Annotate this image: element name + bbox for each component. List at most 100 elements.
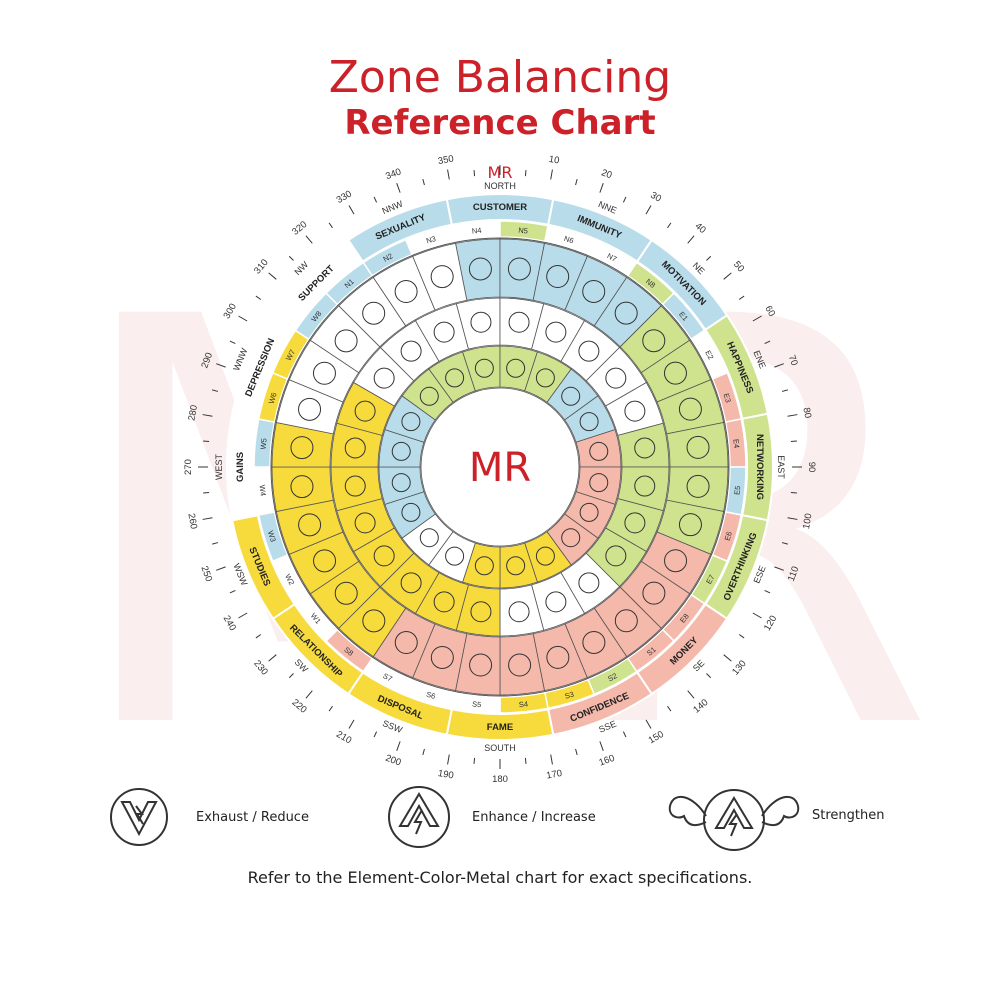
zone-icon xyxy=(678,397,702,421)
zone-icon xyxy=(508,653,532,677)
degree-tick xyxy=(599,183,604,193)
degree-tick xyxy=(787,414,798,417)
zone-icon xyxy=(642,581,666,605)
degree-tick xyxy=(216,566,226,571)
pada-label: E1 xyxy=(677,310,690,323)
zone-icon xyxy=(474,556,494,576)
degree-label: 90 xyxy=(806,462,817,473)
legend-enhance-label: Enhance / Increase xyxy=(472,810,596,825)
zone-icon xyxy=(391,473,411,493)
degree-tick xyxy=(238,612,248,619)
degree-tick xyxy=(255,634,262,639)
degree-tick xyxy=(328,222,333,229)
degree-tick xyxy=(396,741,401,751)
zone-icon xyxy=(589,441,609,461)
pada-label: S8 xyxy=(342,645,355,658)
zone-icon xyxy=(373,545,395,567)
degree-tick xyxy=(790,491,797,494)
pada-label: S2 xyxy=(606,671,618,683)
degree-tick xyxy=(373,196,378,203)
zone-icon xyxy=(400,340,422,362)
pada-label: N5 xyxy=(518,226,528,236)
pada-label: S1 xyxy=(645,645,658,658)
degree-tick xyxy=(622,196,627,203)
degree-tick xyxy=(212,389,219,392)
degree-tick xyxy=(781,542,788,545)
zone-icon xyxy=(605,545,627,567)
degree-tick xyxy=(723,272,732,280)
center-logo: MR xyxy=(469,445,531,491)
degree-tick xyxy=(738,295,745,300)
zone-icon xyxy=(507,257,531,281)
degree-tick xyxy=(752,315,762,322)
exhaust-icon xyxy=(108,786,170,848)
degree-tick xyxy=(781,389,788,392)
zone-icon xyxy=(664,549,688,573)
zone-icon xyxy=(400,572,422,594)
degree-tick xyxy=(203,491,210,494)
degree-label: 10 xyxy=(548,154,560,167)
degree-tick xyxy=(447,169,450,180)
degree-tick xyxy=(373,731,378,738)
pada-label: E2 xyxy=(703,349,715,361)
direction-label: NORTH xyxy=(484,181,516,191)
degree-tick xyxy=(738,634,745,639)
zone-icon xyxy=(401,502,421,522)
zone-icon xyxy=(419,386,439,406)
zone-icon xyxy=(605,367,627,389)
zone-icon xyxy=(354,512,376,534)
zone-icon xyxy=(508,601,530,623)
degree-label: 270 xyxy=(183,459,194,475)
zone-label: CUSTOMER xyxy=(473,202,527,213)
pada-label: N2 xyxy=(382,251,395,263)
degree-label: 30 xyxy=(648,190,663,205)
degree-tick xyxy=(202,414,213,417)
degree-tick xyxy=(575,179,578,186)
middle-ring-cell xyxy=(414,303,469,362)
zone-icon xyxy=(589,473,609,493)
zone-icon xyxy=(546,265,570,289)
degree-tick xyxy=(238,315,248,322)
degree-tick xyxy=(764,340,771,345)
degree-tick xyxy=(723,654,732,662)
pada-label: S3 xyxy=(564,690,575,701)
zone-icon xyxy=(394,631,418,655)
zone-icon xyxy=(561,528,581,548)
zone-icon xyxy=(470,601,492,623)
degree-tick xyxy=(550,754,553,765)
pada-label: N7 xyxy=(606,251,619,263)
footnote: Refer to the Element-Color-Metal chart f… xyxy=(247,868,753,887)
degree-label: 180 xyxy=(492,774,508,785)
zone-icon xyxy=(686,474,710,498)
pada-cell xyxy=(404,224,457,256)
zone-icon xyxy=(290,436,314,460)
degree-tick xyxy=(667,705,672,712)
degree-label: 160 xyxy=(598,753,617,769)
degree-label: 100 xyxy=(801,513,815,531)
degree-tick xyxy=(255,295,262,300)
degree-tick xyxy=(328,705,333,712)
zone-icon xyxy=(582,630,606,654)
degree-label: 250 xyxy=(198,565,214,584)
zone-icon xyxy=(290,475,314,499)
zone-icon xyxy=(334,329,358,353)
degree-tick xyxy=(706,673,712,679)
pada-label: S4 xyxy=(518,699,528,709)
degree-tick xyxy=(790,440,797,443)
degree-tick xyxy=(229,340,236,345)
zone-icon xyxy=(419,528,439,548)
degree-tick xyxy=(687,690,695,699)
zone-icon xyxy=(561,386,581,406)
zone-icon xyxy=(298,397,322,421)
degree-tick xyxy=(706,255,712,261)
pada-label: W3 xyxy=(266,530,278,543)
degree-tick xyxy=(202,517,213,520)
degree-tick xyxy=(774,566,784,571)
degree-label: 350 xyxy=(437,153,455,167)
zone-icon xyxy=(535,546,555,566)
zone-icon xyxy=(445,546,465,566)
zone-icon xyxy=(508,311,530,333)
page-subtitle: Reference Chart xyxy=(344,103,656,143)
degree-label: 280 xyxy=(186,404,200,422)
zone-icon xyxy=(506,358,526,378)
